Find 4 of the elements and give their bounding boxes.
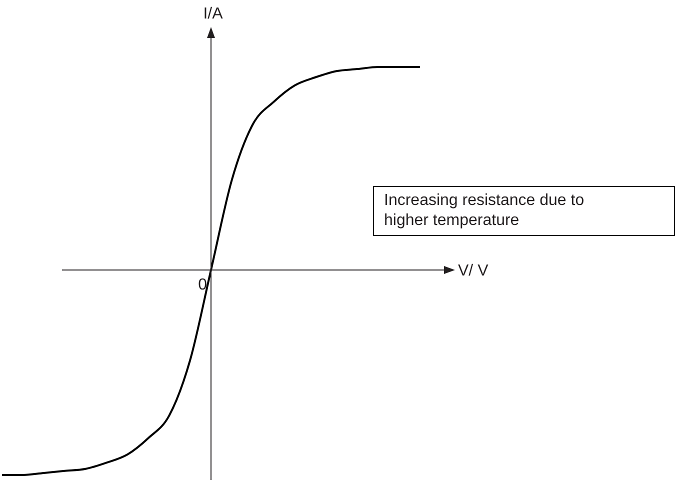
y-axis-title: I/A: [203, 5, 224, 22]
annotation: 0: [198, 276, 208, 294]
x-axis-title: V/ V: [458, 262, 489, 280]
annotation: Increasing resistance due to higher temperature: [373, 186, 675, 236]
